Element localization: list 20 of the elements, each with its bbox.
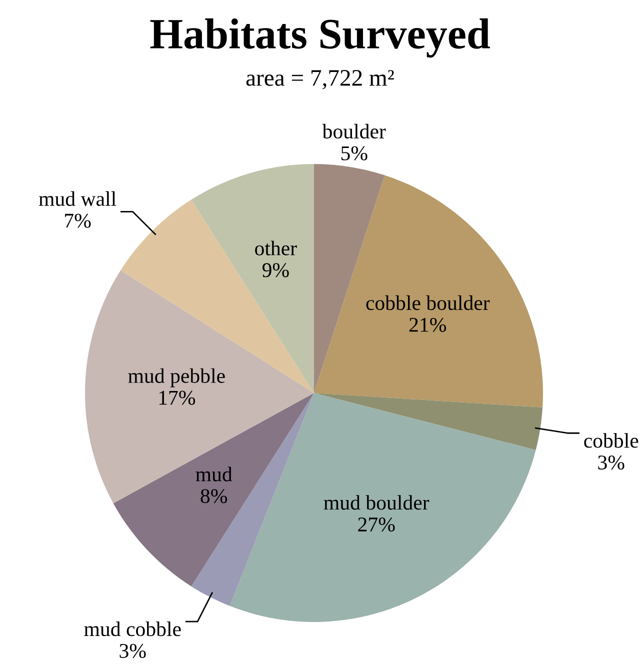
data-label: 3% bbox=[120, 644, 146, 658]
data-label: 7% bbox=[65, 214, 91, 228]
data-label: 8% bbox=[200, 489, 228, 504]
chart-title: Habitats Surveyed bbox=[150, 18, 490, 58]
slice-label: cobble bbox=[584, 433, 638, 448]
slice-label: mud pebble bbox=[128, 368, 225, 388]
slice-label: boulder bbox=[322, 124, 386, 139]
slice-label: cobble boulder bbox=[366, 295, 490, 310]
slice-label: mud cobble bbox=[84, 622, 181, 636]
data-label: 3% bbox=[598, 456, 624, 470]
data-label: 27% bbox=[358, 517, 395, 532]
chart-subtitle: area = 7,722 m² bbox=[246, 70, 394, 90]
slice-label: mud bbox=[196, 466, 232, 482]
data-label: 21% bbox=[409, 318, 446, 332]
data-label: 9% bbox=[262, 263, 289, 278]
data-label: 5% bbox=[341, 146, 368, 160]
slice-label: mud wall bbox=[38, 191, 116, 206]
slice-label: mud boulder bbox=[324, 495, 430, 510]
slice-label: other bbox=[255, 240, 297, 256]
data-label: 17% bbox=[159, 390, 196, 405]
